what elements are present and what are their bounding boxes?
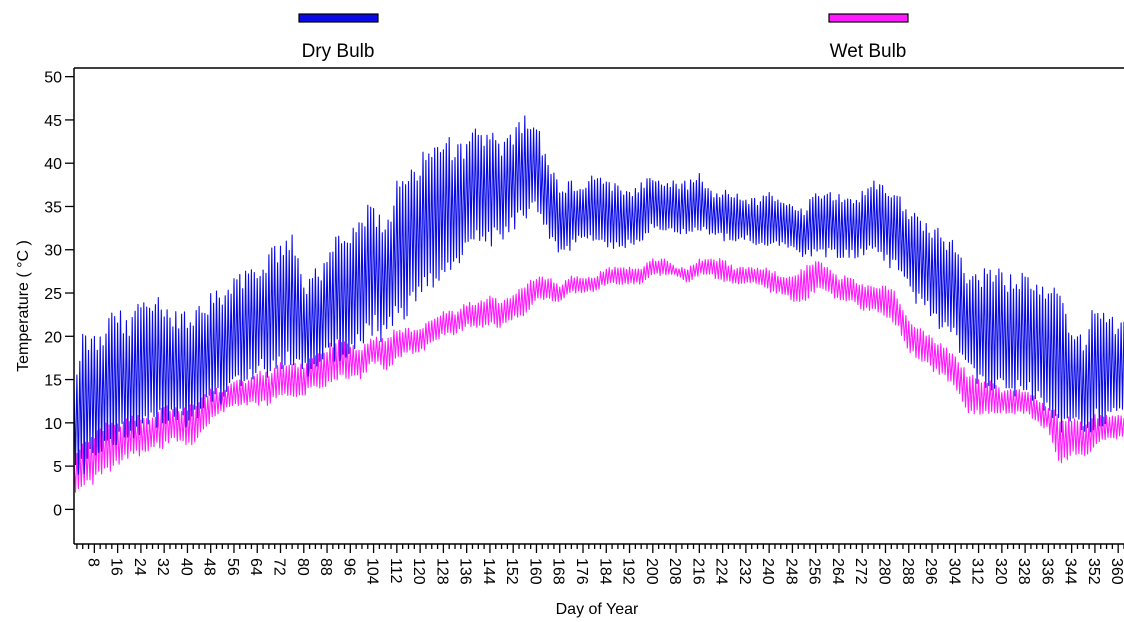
series-line-dry-bulb (73, 115, 1124, 475)
x-tick-label: 360 (1108, 558, 1124, 585)
x-tick-label: 280 (875, 558, 892, 585)
x-tick-label: 264 (829, 558, 846, 585)
legend-swatch-wet-bulb (828, 13, 909, 23)
x-tick-label: 232 (736, 558, 753, 585)
y-axis-title: Temperature ( °C ) (15, 240, 32, 372)
x-tick-label: 272 (852, 558, 869, 585)
y-tick-label: 30 (44, 243, 62, 260)
y-tick-label: 45 (44, 113, 62, 130)
y-tick-label: 25 (44, 286, 62, 303)
legend-label-wet-bulb: Wet Bulb (830, 41, 907, 62)
x-tick-label: 200 (643, 558, 660, 585)
x-tick-label: 56 (224, 558, 241, 576)
x-tick-label: 176 (573, 558, 590, 585)
y-tick-label: 15 (44, 373, 62, 390)
x-tick-label: 328 (1015, 558, 1032, 585)
x-tick-label: 48 (201, 558, 218, 576)
y-ticks: 0 5 10 15 20 25 30 35 40 45 50 (44, 70, 74, 519)
x-tick-label: 128 (433, 558, 450, 585)
y-tick-label: 20 (44, 329, 62, 346)
legend: Dry Bulb Wet Bulb (298, 13, 909, 62)
x-tick-label: 144 (480, 558, 497, 585)
y-tick-label: 10 (44, 416, 62, 433)
x-tick-label: 352 (1085, 558, 1102, 585)
x-tick-label: 168 (550, 558, 567, 585)
x-tick-label: 112 (387, 558, 404, 584)
series-line-wet-bulb (73, 257, 1124, 493)
x-tick-label: 288 (899, 558, 916, 585)
x-tick-label: 88 (317, 558, 334, 576)
x-tick-label: 192 (620, 558, 637, 585)
x-tick-label: 304 (945, 558, 962, 585)
x-tick-label: 184 (596, 558, 613, 585)
x-tick-label: 8 (84, 558, 101, 567)
x-tick-label: 152 (503, 558, 520, 585)
x-tick-label: 216 (689, 558, 706, 585)
x-tick-label: 120 (410, 558, 427, 585)
series-layer (73, 115, 1124, 493)
x-tick-label: 64 (247, 558, 264, 576)
x-tick-label: 160 (526, 558, 543, 585)
y-tick-label: 50 (44, 70, 62, 87)
x-tick-label: 136 (457, 558, 474, 585)
x-tick-label: 16 (108, 558, 125, 576)
x-tick-label: 336 (1038, 558, 1055, 585)
x-tick-label: 208 (666, 558, 683, 585)
y-tick-label: 40 (44, 156, 62, 173)
x-tick-label: 312 (969, 558, 986, 585)
x-tick-label: 40 (177, 558, 194, 576)
x-tick-label: 80 (294, 558, 311, 576)
x-tick-label: 256 (806, 558, 823, 585)
x-tick-label: 240 (759, 558, 776, 585)
x-ticks: 8 16 24 32 40 48 56 64 72 80 88 96 104 112 120 128 136 14… (76, 544, 1124, 585)
y-tick-label: 5 (53, 459, 62, 476)
y-tick-label: 35 (44, 199, 62, 216)
legend-swatch-dry-bulb (298, 13, 379, 23)
x-tick-label: 296 (922, 558, 939, 585)
x-tick-label: 104 (364, 558, 381, 585)
x-tick-label: 320 (992, 558, 1009, 585)
x-tick-label: 248 (782, 558, 799, 585)
x-tick-label: 96 (340, 558, 357, 576)
legend-label-dry-bulb: Dry Bulb (302, 41, 375, 62)
x-tick-label: 344 (1062, 558, 1079, 585)
y-tick-label: 0 (53, 502, 62, 519)
x-tick-label: 24 (131, 558, 148, 576)
x-tick-label: 72 (271, 558, 288, 576)
x-axis-title: Day of Year (556, 601, 639, 618)
x-tick-label: 32 (154, 558, 171, 576)
x-tick-label: 224 (713, 558, 730, 585)
